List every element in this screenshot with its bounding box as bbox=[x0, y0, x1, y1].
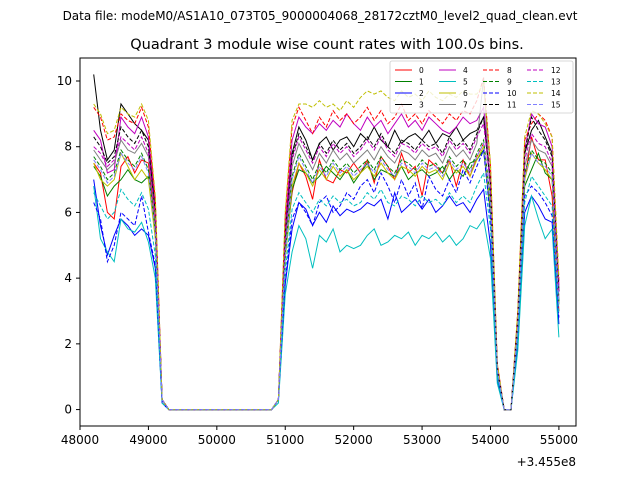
y-tick-label: 8 bbox=[64, 140, 72, 154]
x-axis: 48000 49000 50000 51000 52000 53000 54000 55000 bbox=[61, 426, 578, 447]
x-tick-label: 50000 bbox=[198, 433, 236, 447]
legend-label: 13 bbox=[551, 78, 561, 87]
x-tick-label: 51000 bbox=[266, 433, 304, 447]
legend-label: 2 bbox=[419, 89, 424, 98]
legend-label: 9 bbox=[507, 78, 512, 87]
x-tick-label: 48000 bbox=[61, 433, 99, 447]
legend-box bbox=[389, 60, 574, 114]
chart-suptitle: Data file: modeM0/AS1A10_073T05_90000040… bbox=[63, 9, 578, 23]
legend-label: 8 bbox=[507, 66, 512, 75]
legend-label: 10 bbox=[507, 89, 517, 98]
x-tick-label: 55000 bbox=[540, 433, 578, 447]
legend-label: 7 bbox=[463, 101, 468, 110]
y-tick-label: 2 bbox=[64, 337, 72, 351]
legend-label: 11 bbox=[507, 101, 517, 110]
x-tick-label: 52000 bbox=[335, 433, 373, 447]
legend-label: 6 bbox=[463, 89, 468, 98]
y-tick-label: 10 bbox=[57, 74, 72, 88]
legend-label: 4 bbox=[463, 66, 468, 75]
y-tick-label: 4 bbox=[64, 271, 72, 285]
x-tick-label: 49000 bbox=[129, 433, 167, 447]
x-tick-label: 53000 bbox=[403, 433, 441, 447]
series-line-15 bbox=[93, 141, 560, 411]
legend-label: 1 bbox=[419, 78, 424, 87]
series-line-13 bbox=[93, 171, 560, 411]
legend-label: 0 bbox=[419, 66, 424, 75]
legend-label: 12 bbox=[551, 66, 561, 75]
x-offset-label: +3.455e8 bbox=[517, 455, 576, 469]
series-line-14 bbox=[93, 82, 560, 411]
series-layer bbox=[93, 74, 560, 411]
legend-label: 15 bbox=[551, 101, 561, 110]
y-tick-label: 6 bbox=[64, 205, 72, 219]
series-line-5 bbox=[93, 186, 560, 411]
legend-label: 14 bbox=[551, 89, 561, 98]
y-tick-label: 0 bbox=[64, 403, 72, 417]
legend-label: 3 bbox=[419, 101, 424, 110]
legend-label: 5 bbox=[463, 78, 468, 87]
chart-title: Quadrant 3 module wise count rates with … bbox=[130, 37, 524, 53]
y-axis: 0 2 4 6 8 10 bbox=[57, 74, 80, 417]
axes-frame bbox=[79, 57, 577, 427]
x-tick-label: 54000 bbox=[471, 433, 509, 447]
